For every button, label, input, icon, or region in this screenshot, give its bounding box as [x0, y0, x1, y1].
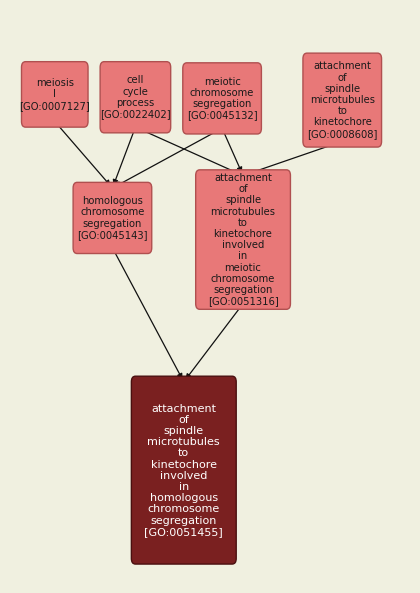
FancyBboxPatch shape	[73, 183, 152, 254]
Text: cell
cycle
process
[GO:0022402]: cell cycle process [GO:0022402]	[100, 75, 171, 119]
Text: meiosis
I
[GO:0007127]: meiosis I [GO:0007127]	[19, 78, 90, 111]
Text: attachment
of
spindle
microtubules
to
kinetochore
[GO:0008608]: attachment of spindle microtubules to ki…	[307, 62, 378, 139]
Text: homologous
chromosome
segregation
[GO:0045143]: homologous chromosome segregation [GO:00…	[77, 196, 148, 240]
FancyBboxPatch shape	[183, 63, 261, 134]
Text: attachment
of
spindle
microtubules
to
kinetochore
involved
in
homologous
chromos: attachment of spindle microtubules to ki…	[144, 403, 223, 537]
Text: meiotic
chromosome
segregation
[GO:0045132]: meiotic chromosome segregation [GO:00451…	[187, 76, 257, 120]
FancyBboxPatch shape	[100, 62, 171, 133]
Text: attachment
of
spindle
microtubules
to
kinetochore
involved
in
meiotic
chromosome: attachment of spindle microtubules to ki…	[207, 173, 278, 306]
FancyBboxPatch shape	[21, 62, 88, 127]
FancyBboxPatch shape	[131, 376, 236, 564]
FancyBboxPatch shape	[303, 53, 381, 147]
FancyBboxPatch shape	[196, 170, 291, 310]
